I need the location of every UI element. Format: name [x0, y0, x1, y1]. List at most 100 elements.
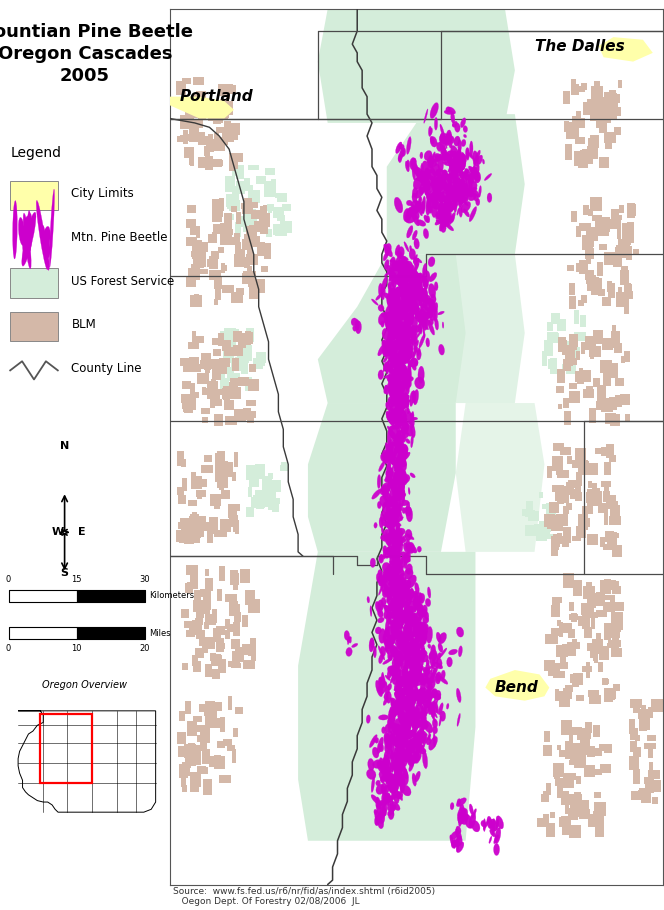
Ellipse shape [384, 511, 390, 519]
Ellipse shape [388, 637, 393, 647]
Bar [562, 662, 568, 669]
Bar [227, 367, 234, 379]
Ellipse shape [376, 813, 380, 819]
Ellipse shape [419, 300, 422, 307]
Ellipse shape [392, 561, 398, 570]
Ellipse shape [378, 581, 385, 595]
Ellipse shape [398, 723, 405, 739]
Ellipse shape [421, 711, 426, 719]
Ellipse shape [420, 747, 422, 752]
Ellipse shape [394, 575, 402, 585]
Ellipse shape [390, 665, 398, 674]
Ellipse shape [396, 615, 400, 619]
Bar [207, 107, 214, 115]
Ellipse shape [398, 710, 406, 724]
Bar [191, 514, 199, 525]
Ellipse shape [394, 317, 400, 334]
Bar [586, 492, 595, 502]
Bar [572, 116, 580, 127]
Bar [183, 115, 193, 128]
Bar [280, 221, 291, 233]
Ellipse shape [394, 364, 397, 372]
Ellipse shape [428, 257, 435, 267]
Ellipse shape [395, 366, 398, 375]
Ellipse shape [396, 443, 401, 450]
Ellipse shape [394, 512, 399, 528]
Ellipse shape [394, 536, 402, 545]
Ellipse shape [352, 643, 358, 648]
Bar [234, 233, 240, 242]
Bar [197, 734, 205, 742]
Bar [611, 608, 615, 624]
Ellipse shape [392, 318, 398, 325]
Bar [651, 699, 663, 713]
Ellipse shape [412, 719, 420, 729]
Ellipse shape [390, 716, 395, 724]
Ellipse shape [446, 207, 456, 210]
Ellipse shape [394, 469, 403, 478]
Ellipse shape [396, 408, 401, 414]
Ellipse shape [422, 734, 427, 745]
Bar [205, 664, 212, 677]
Ellipse shape [435, 673, 440, 684]
Ellipse shape [428, 170, 433, 180]
Ellipse shape [373, 760, 383, 768]
Ellipse shape [400, 469, 406, 475]
Ellipse shape [400, 723, 407, 740]
Ellipse shape [383, 632, 390, 647]
Ellipse shape [447, 657, 452, 667]
Bar [243, 270, 248, 279]
Ellipse shape [397, 270, 404, 284]
Bar [551, 522, 563, 531]
Bar [574, 153, 584, 166]
Bar [217, 451, 224, 467]
Ellipse shape [397, 337, 404, 343]
Ellipse shape [407, 290, 413, 298]
Ellipse shape [398, 746, 406, 761]
Ellipse shape [448, 157, 453, 165]
Bar [596, 592, 605, 605]
Bar [555, 689, 560, 701]
Ellipse shape [406, 160, 410, 167]
Bar [584, 518, 590, 527]
Bar [525, 525, 536, 536]
Ellipse shape [406, 534, 414, 540]
Ellipse shape [383, 768, 390, 784]
Bar [193, 76, 204, 86]
Bar [569, 283, 576, 296]
Ellipse shape [400, 367, 408, 381]
Bar [580, 150, 584, 163]
Ellipse shape [423, 680, 433, 690]
Bar [194, 530, 201, 538]
Ellipse shape [387, 340, 394, 359]
Ellipse shape [388, 766, 394, 773]
Bar [595, 448, 603, 454]
Ellipse shape [428, 310, 433, 318]
Bar [561, 491, 569, 503]
Ellipse shape [425, 700, 431, 707]
Ellipse shape [393, 262, 402, 271]
Text: Mtn. Pine Beetle: Mtn. Pine Beetle [72, 231, 168, 244]
Bar [232, 123, 240, 136]
Ellipse shape [395, 294, 400, 311]
Ellipse shape [414, 659, 418, 666]
Ellipse shape [386, 546, 393, 555]
Ellipse shape [392, 307, 394, 322]
Bar [539, 492, 544, 499]
Ellipse shape [396, 343, 406, 350]
Ellipse shape [396, 328, 404, 337]
Ellipse shape [412, 230, 417, 240]
Ellipse shape [389, 516, 398, 526]
Ellipse shape [408, 702, 412, 711]
Ellipse shape [422, 277, 427, 285]
Ellipse shape [396, 673, 400, 682]
Ellipse shape [446, 194, 453, 201]
Ellipse shape [13, 200, 17, 259]
Bar [625, 290, 633, 298]
Ellipse shape [403, 272, 412, 283]
Ellipse shape [408, 313, 412, 321]
Bar [216, 638, 224, 652]
Ellipse shape [379, 758, 386, 774]
Bar [575, 136, 585, 144]
Ellipse shape [392, 508, 398, 521]
